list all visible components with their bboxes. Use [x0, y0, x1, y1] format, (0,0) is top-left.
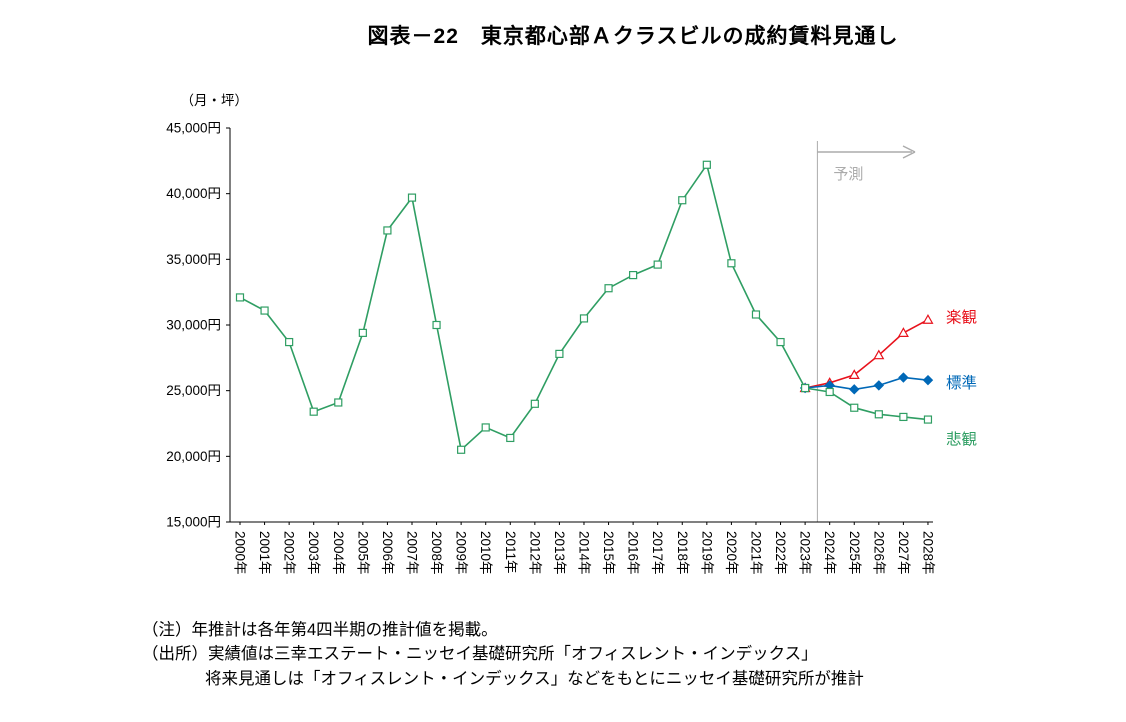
y-tick-label: 20,000円: [166, 449, 221, 464]
data-point-marker: [260, 306, 269, 315]
x-tick-label: 2013年: [552, 531, 567, 575]
data-point-marker: [751, 310, 761, 319]
forecast-label: 予測: [833, 166, 863, 183]
data-point-marker: [506, 433, 515, 443]
x-tick-label: 2022年: [773, 531, 788, 575]
data-point-marker: [825, 387, 834, 397]
series-line: [804, 318, 929, 389]
x-tick-label: 2015年: [601, 531, 616, 575]
data-point-marker: [579, 314, 589, 323]
x-tick-label: 2021年: [748, 531, 763, 575]
note-line: （出所）実績値は三幸エステート・ニッセイ基礎研究所「オフィスレント・インデックス…: [142, 645, 818, 664]
x-tick-label: 2009年: [454, 531, 469, 575]
x-tick-label: 2023年: [798, 531, 813, 575]
x-tick-label: 2002年: [282, 531, 297, 575]
x-tick-label: 2004年: [331, 531, 346, 575]
x-tick-label: 2003年: [306, 531, 321, 575]
data-point-marker: [849, 384, 860, 395]
data-point-marker: [850, 403, 859, 412]
series-label: 標準: [946, 374, 977, 392]
data-point-marker: [899, 412, 908, 422]
x-tick-label: 2016年: [626, 531, 641, 575]
forecast-region: 予測: [816, 141, 863, 522]
data-point-marker: [801, 383, 810, 393]
series-label: 楽観: [946, 309, 977, 327]
x-tick-label: 2001年: [257, 531, 272, 575]
x-tick-label: 2020年: [724, 531, 739, 575]
data-point-marker: [776, 337, 785, 347]
x-tick-label: 2017年: [650, 531, 665, 575]
data-point-marker: [897, 327, 909, 337]
x-tick-label: 2014年: [576, 531, 591, 575]
data-point-marker: [383, 226, 392, 235]
note-line: 将来見通しは「オフィスレント・インデックス」などをもとにニッセイ基礎研究所が推計: [205, 669, 864, 688]
chart-notes: （注）年推計は各年第4四半期の推計値を掲載。 （出所）実績値は三幸エステート・ニ…: [142, 618, 864, 691]
x-tick-label: 2019年: [699, 531, 714, 575]
series-line: [804, 387, 929, 421]
y-tick-label: 15,000円: [166, 515, 221, 530]
y-tick-label: 40,000円: [166, 186, 221, 201]
data-point-marker: [874, 410, 883, 419]
data-point-marker: [309, 407, 318, 416]
data-point-marker: [653, 260, 662, 269]
y-tick-label: 25,000円: [166, 383, 221, 398]
series-label: 悲観: [946, 431, 977, 449]
data-point-marker: [898, 372, 909, 383]
y-tick-label: 35,000円: [166, 252, 221, 267]
series-line: [239, 162, 806, 452]
x-tick-label: 2007年: [404, 531, 419, 575]
data-point-marker: [555, 349, 564, 358]
axes: [229, 128, 933, 523]
data-point-marker: [235, 293, 245, 302]
y-axis-labels: 45,000円 40,000円 35,000円 30,000円 25,000円 20,00…: [166, 93, 248, 530]
rent-forecast-chart: 予測 45,000円 40,000円 35,000円 30,000円 25,000円 20,…: [166, 93, 977, 575]
x-tick-label: 2005年: [355, 531, 370, 575]
x-tick-label: 2018年: [675, 531, 690, 575]
data-point-marker: [407, 193, 417, 202]
x-tick-label: 2010年: [478, 531, 493, 575]
x-tick-label: 2025年: [847, 531, 862, 575]
x-tick-label: 2026年: [871, 531, 886, 575]
x-tick-label: 2027年: [896, 531, 911, 575]
y-tick-label: 45,000円: [166, 121, 221, 136]
y-tick-label: 30,000円: [166, 318, 221, 333]
data-point-marker: [285, 337, 294, 347]
x-tick-label: 2008年: [429, 531, 444, 575]
data-point-marker: [481, 423, 490, 432]
x-tick-label: 2011年: [503, 531, 518, 574]
x-tick-label: 2024年: [822, 531, 837, 575]
data-point-marker: [922, 314, 934, 324]
x-tick-label: 2006年: [380, 531, 395, 575]
data-point-marker: [873, 380, 885, 391]
data-point-marker: [678, 196, 687, 205]
data-point-marker: [629, 270, 638, 280]
data-point-marker: [923, 415, 933, 424]
y-axis-unit-label: （月・坪）: [181, 93, 249, 108]
data-point-marker: [873, 349, 885, 360]
x-axis-labels: 2000年 2001年 2002年 2003年 2004年 2005年 2006年 2007年…: [233, 522, 935, 575]
data-point-marker: [457, 445, 466, 454]
data-point-marker: [432, 320, 441, 330]
data-point-marker: [922, 374, 934, 386]
data-point-marker: [702, 160, 711, 169]
note-line: （注）年推計は各年第4四半期の推計値を掲載。: [142, 621, 498, 639]
x-tick-label: 2000年: [233, 531, 248, 575]
series-actual: [235, 160, 810, 454]
data-point-marker: [727, 259, 736, 268]
data-point-marker: [334, 398, 343, 407]
data-point-marker: [604, 284, 613, 293]
series-pessimistic: 悲観: [801, 383, 977, 449]
x-tick-label: 2012年: [527, 531, 542, 575]
data-point-marker: [848, 369, 860, 380]
x-tick-label: 2028年: [920, 531, 935, 575]
forecast-arrow-icon: [817, 145, 916, 159]
data-point-marker: [358, 328, 367, 337]
data-point-marker: [530, 399, 539, 408]
chart-title: 図表－22 東京都心部Ａクラスビルの成約賃料見通し: [367, 25, 899, 48]
